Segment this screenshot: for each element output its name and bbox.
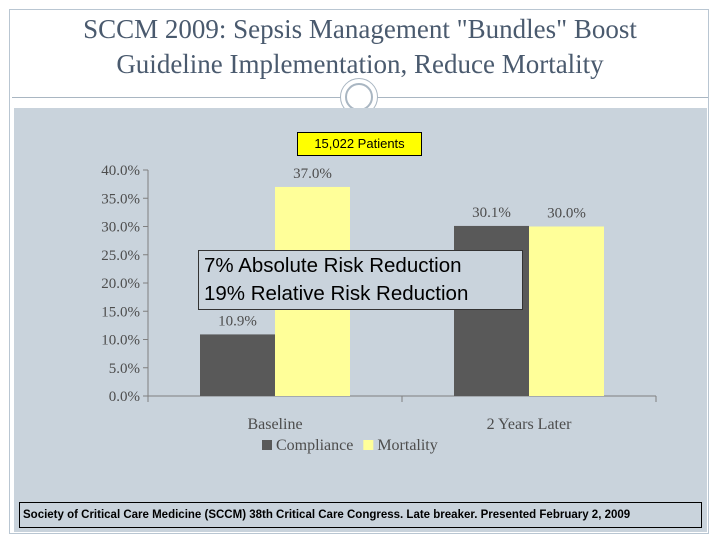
data-label: 30.0% [547, 206, 586, 222]
data-label: 37.0% [293, 166, 332, 182]
bar-mortality-1 [529, 226, 604, 396]
y-tick-label: 5.0% [109, 361, 140, 377]
legend-swatch-mortality [363, 440, 374, 450]
legend-swatch-compliance [262, 440, 272, 450]
y-tick-label: 35.0% [101, 191, 140, 207]
y-tick-label: 0.0% [109, 389, 140, 405]
x-category-label: 2 Years Later [487, 416, 573, 433]
absolute-risk-text: 7% Absolute Risk Reduction [204, 254, 462, 277]
data-label: 10.9% [218, 313, 257, 329]
citation-footnote: Society of Critical Care Medicine (SCCM)… [19, 502, 702, 528]
x-category-label: Baseline [247, 416, 302, 433]
legend-label: Mortality [377, 437, 437, 454]
y-tick-label: 25.0% [101, 248, 140, 264]
legend-label: Compliance [276, 437, 353, 454]
bar-compliance-0 [200, 334, 275, 396]
y-tick-label: 30.0% [101, 220, 140, 236]
patients-callout: 15,022 Patients [297, 132, 422, 156]
y-tick-label: 15.0% [101, 304, 140, 320]
y-tick-label: 10.0% [101, 333, 140, 349]
title-line-2: Guideline Implementation, Reduce Mortali… [116, 49, 604, 79]
relative-risk-text: 19% Relative Risk Reduction [204, 282, 469, 305]
data-label: 30.1% [472, 205, 511, 221]
risk-reduction-callout: 7% Absolute Risk Reduction 19% Relative … [198, 250, 523, 310]
y-tick-label: 20.0% [101, 276, 140, 292]
y-tick-label: 40.0% [101, 163, 140, 179]
slide-title: SCCM 2009: Sepsis Management "Bundles" B… [0, 12, 720, 82]
title-line-1: SCCM 2009: Sepsis Management "Bundles" B… [83, 14, 637, 44]
